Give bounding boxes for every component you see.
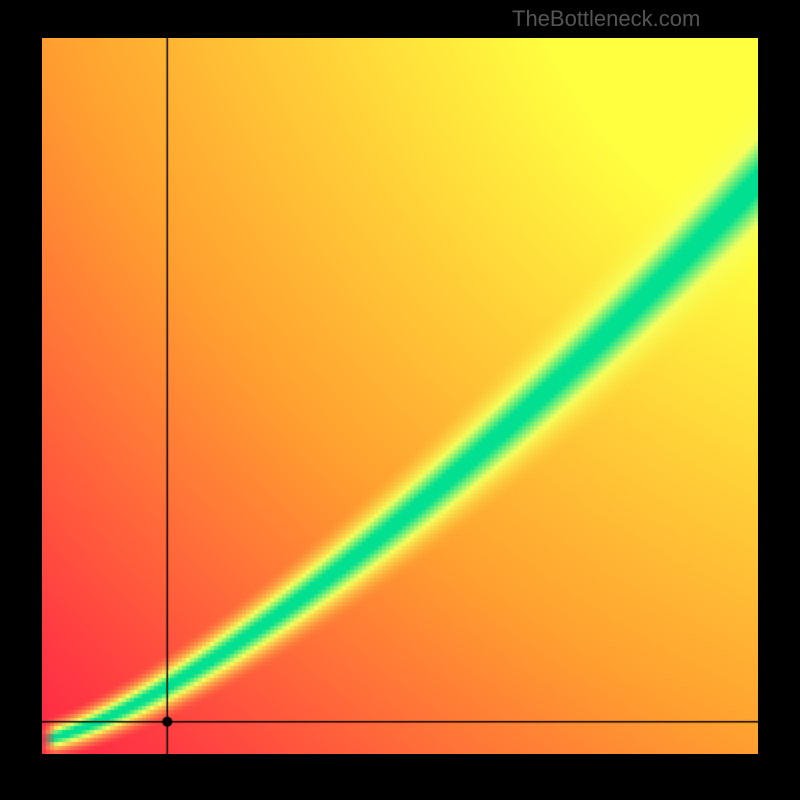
chart-container: TheBottleneck.com: [0, 0, 800, 800]
watermark-text: TheBottleneck.com: [512, 6, 700, 32]
bottleneck-heatmap-canvas: [42, 38, 758, 754]
